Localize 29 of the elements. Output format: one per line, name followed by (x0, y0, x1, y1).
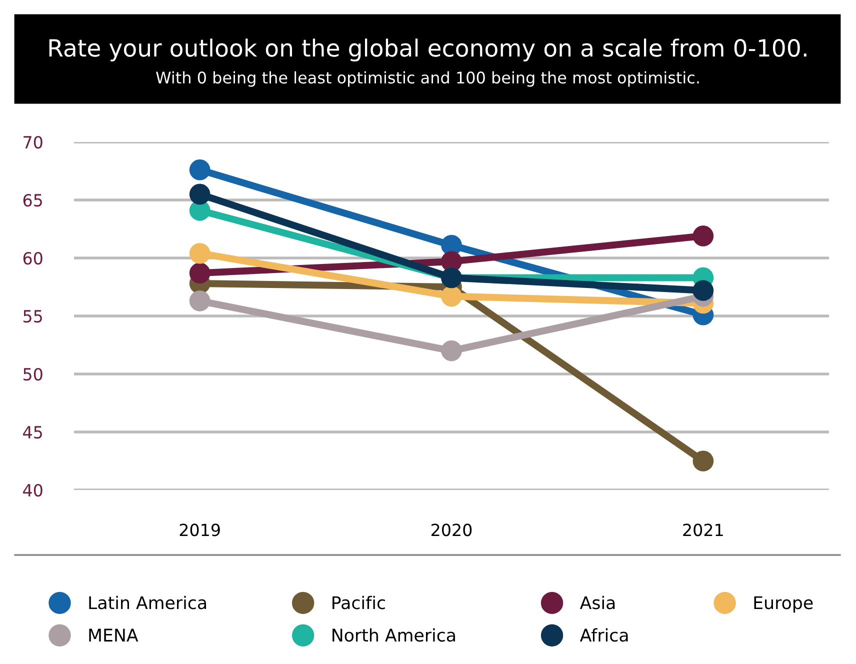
point (189, 242, 210, 264)
legend-label: Europe (754, 596, 813, 613)
x-tick-label: 2020 (432, 524, 472, 536)
legend-label: Asia (580, 596, 615, 610)
legend-label: Latin America (89, 596, 206, 610)
point (692, 226, 714, 246)
chart-title: Rate your outlook on the global economy on a scale from 0-100. (49, 38, 806, 62)
y-tick-label: 40 (23, 484, 42, 497)
point (189, 262, 210, 284)
y-tick-label: 70 (24, 136, 42, 149)
y-tick-label: 60 (23, 252, 42, 265)
point (441, 340, 462, 362)
point (441, 286, 462, 307)
point (692, 450, 714, 472)
chart-subtitle: With 0 being the least optimistic and 100 being the most optimistic. (156, 71, 699, 87)
legend-label: Pacific (332, 596, 385, 610)
point (189, 184, 210, 205)
point (189, 159, 210, 180)
y-tick-label: 55 (24, 310, 42, 323)
x-tick-label: 2019 (180, 524, 220, 536)
x-tick-label: 2021 (683, 524, 723, 536)
y-tick-label: 65 (23, 194, 42, 207)
legend-label: Africa (580, 628, 628, 642)
point (692, 280, 714, 301)
legend-label: North America (332, 628, 455, 642)
y-tick-label: 45 (23, 426, 42, 439)
point (189, 290, 210, 312)
y-tick-label: 50 (24, 368, 42, 381)
legend-label: MENA (89, 628, 138, 642)
